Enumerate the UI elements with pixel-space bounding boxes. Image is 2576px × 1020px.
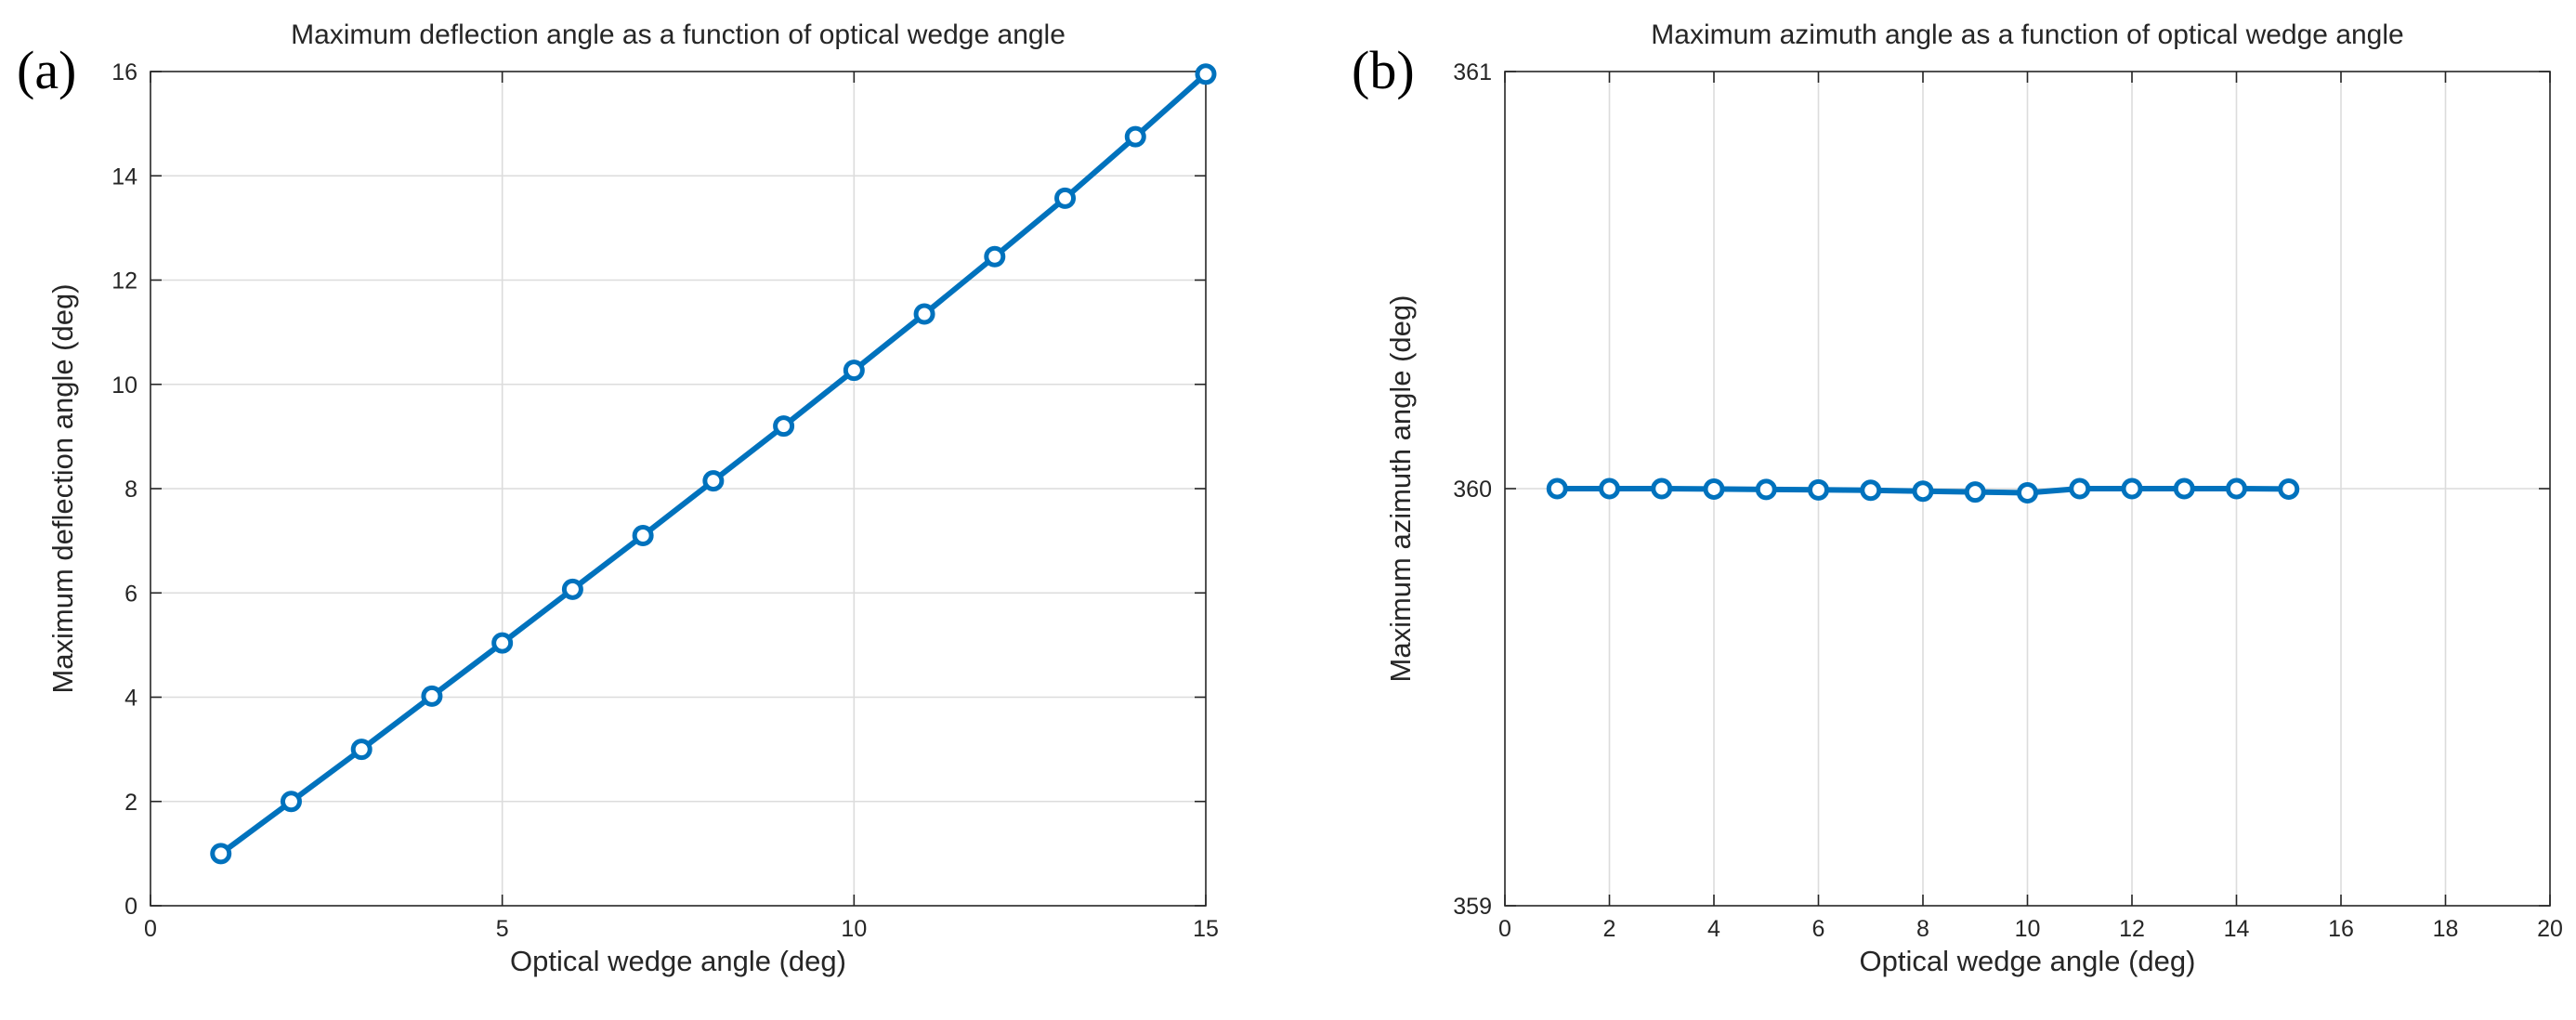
x-tick-label: 8	[1916, 916, 1929, 942]
data-point	[913, 303, 935, 325]
chart-b: 0 2 4 6 8 10 12 14 16 18 20 359 360 361 Maximum azimut…	[1352, 20, 2563, 977]
data-point	[2173, 477, 2195, 500]
x-tick-label: 15	[1193, 916, 1219, 942]
chart-title: Maximum azimuth angle as a function of o…	[1651, 20, 2403, 50]
data-point	[2278, 477, 2300, 500]
x-tick-label: 18	[2433, 916, 2459, 942]
data-point	[702, 470, 725, 492]
data-point	[1546, 477, 1568, 500]
x-tick-label: 20	[2537, 916, 2563, 942]
data-point	[2017, 481, 2038, 503]
y-tick-label: 10	[111, 373, 137, 399]
data-point	[1860, 479, 1882, 502]
data-point	[843, 360, 865, 382]
x-tick-label: 10	[2015, 916, 2041, 942]
data-point	[421, 685, 443, 707]
y-tick-label: 4	[124, 686, 137, 712]
data-point	[773, 415, 795, 438]
y-tick-label: 6	[124, 581, 137, 607]
chart-a: 0 5 10 15 0 2 4 6 8 10 12 14 16 Maximum deflection an…	[17, 20, 1219, 977]
data-point	[1599, 477, 1620, 500]
x-tick-label: 4	[1707, 916, 1720, 942]
y-tick-label: 12	[111, 268, 137, 294]
x-tick-label: 5	[496, 916, 509, 942]
y-tick-label: 2	[124, 790, 137, 816]
y-axis-label: Maximum deflection angle (deg)	[46, 283, 79, 693]
x-tick-label: 16	[2328, 916, 2354, 942]
x-tick-label: 6	[1812, 916, 1825, 942]
data-point	[1054, 187, 1077, 209]
data-point	[2121, 477, 2143, 500]
chart-title: Maximum deflection angle as a function o…	[291, 20, 1066, 50]
data-point	[561, 578, 583, 600]
y-tick-label: 361	[1453, 59, 1492, 85]
data-point	[280, 791, 302, 813]
data-point	[1808, 478, 1829, 501]
data-point	[1964, 481, 1986, 503]
data-point	[984, 245, 1006, 268]
panel-label: (b)	[1352, 40, 1415, 100]
data-point	[632, 525, 654, 547]
y-axis-label: Maximum azimuth angle (deg)	[1384, 295, 1417, 683]
data-point	[2069, 477, 2091, 500]
data-point	[1195, 63, 1217, 85]
data-point	[2226, 477, 2247, 500]
x-tick-label: 12	[2119, 916, 2145, 942]
x-axis-label: Optical wedge angle (deg)	[510, 945, 846, 977]
x-axis-label: Optical wedge angle (deg)	[1860, 945, 2196, 977]
data-point	[491, 632, 514, 654]
data-point	[210, 843, 232, 865]
panel-label: (a)	[17, 40, 76, 100]
data-point	[350, 739, 373, 761]
data-point	[1703, 477, 1725, 500]
y-tick-label: 14	[111, 163, 137, 190]
x-tick-label: 0	[1498, 916, 1511, 942]
data-point	[1912, 480, 1934, 503]
x-tick-label: 10	[841, 916, 867, 942]
y-tick-label: 359	[1453, 894, 1492, 920]
y-tick-label: 0	[124, 894, 137, 920]
y-tick-label: 360	[1453, 477, 1492, 503]
x-tick-label: 14	[2224, 916, 2250, 942]
y-tick-label: 16	[111, 59, 137, 85]
y-tick-label: 8	[124, 477, 137, 503]
data-point	[1651, 477, 1673, 500]
x-tick-label: 0	[144, 916, 157, 942]
data-point	[1124, 125, 1146, 148]
data-point	[1755, 478, 1777, 501]
x-tick-label: 2	[1603, 916, 1616, 942]
